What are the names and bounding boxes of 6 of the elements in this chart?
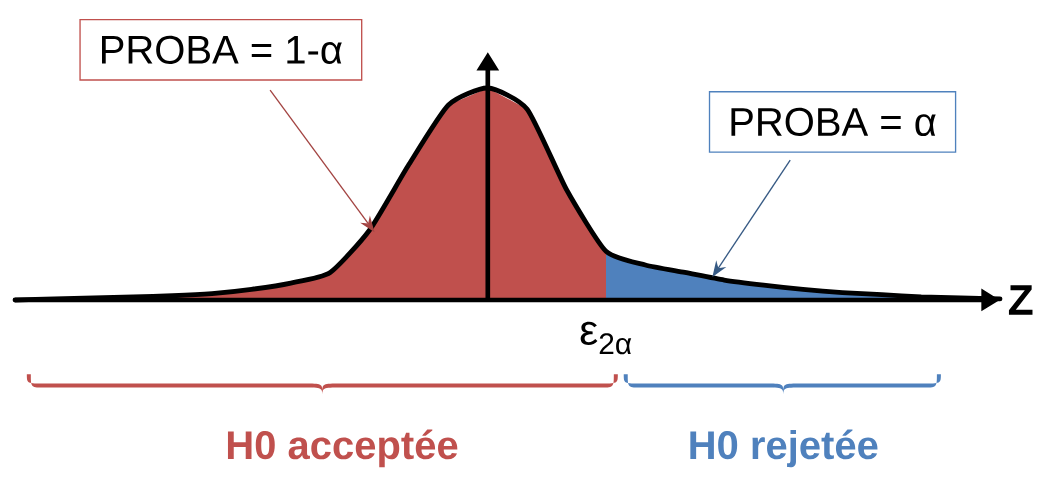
annotation: PROBA = α (731, 107, 936, 137)
text: H0 acceptée (227, 429, 458, 468)
text: H0 rejetée (690, 429, 878, 468)
text: PROBA = 1-α (102, 35, 342, 64)
text: ε$_{2α}$ (580, 321, 632, 355)
x-axis-title: Z (1008, 285, 1033, 315)
